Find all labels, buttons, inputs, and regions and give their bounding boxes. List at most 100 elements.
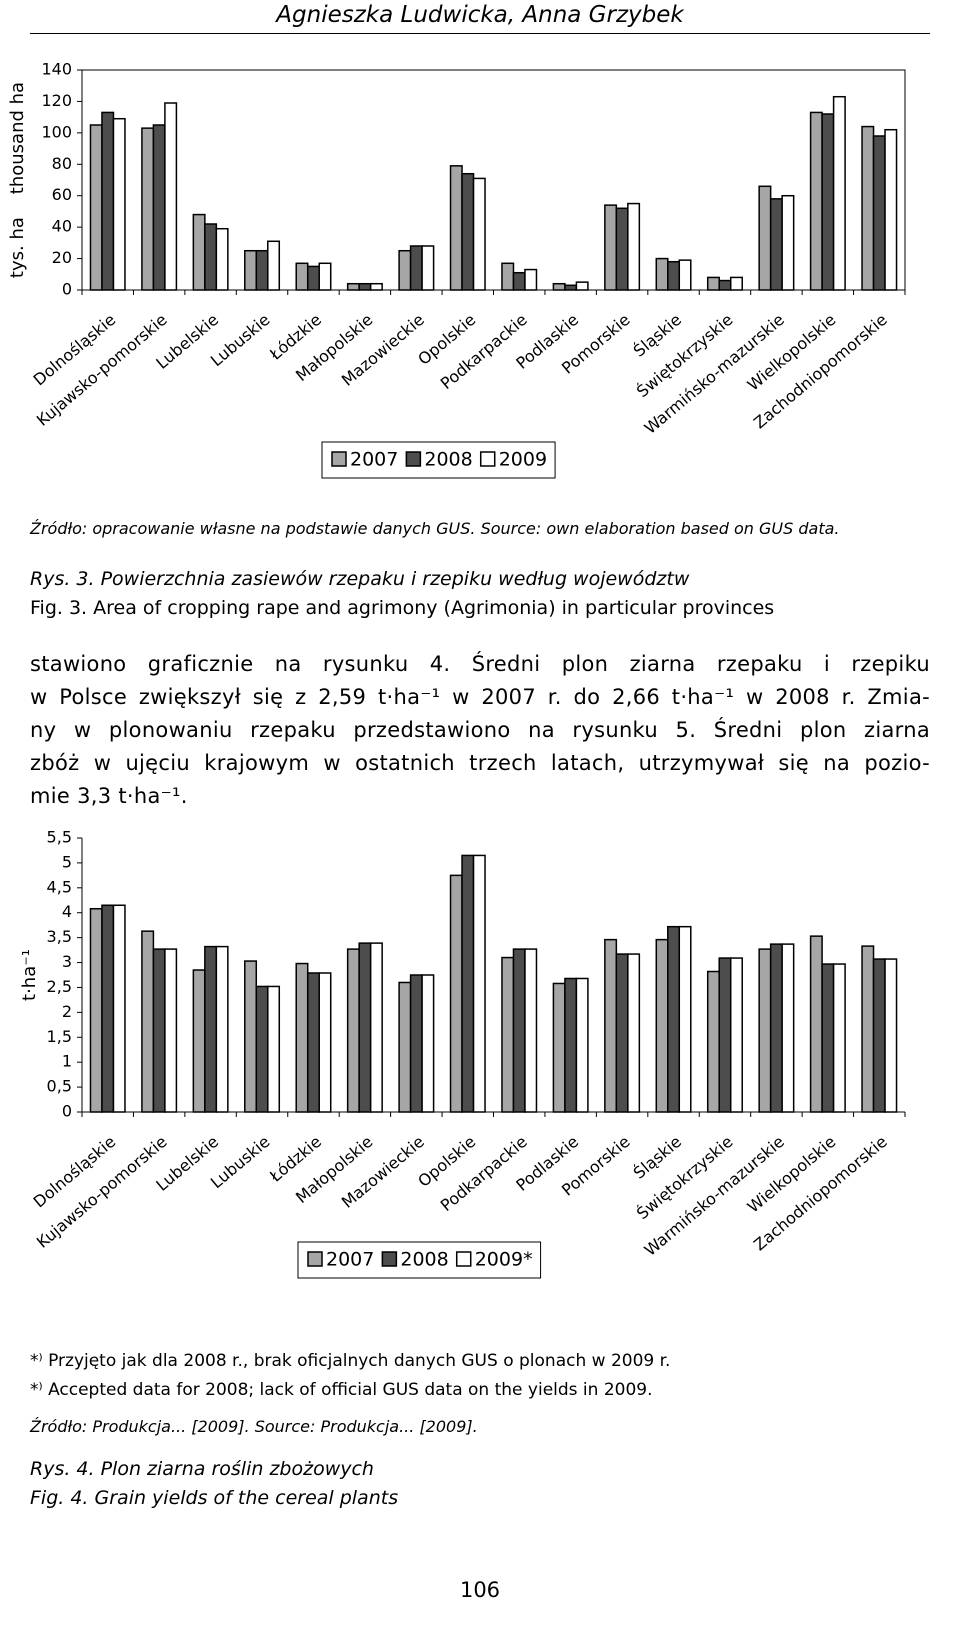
legend-label: 2008 — [400, 1249, 448, 1271]
caption-en: Fig. 3. Area of cropping rape and agrimo… — [30, 597, 775, 619]
y-axis-label: tys. ha thousand ha — [7, 82, 28, 278]
bar — [575, 977, 589, 1113]
bar — [398, 249, 412, 291]
y-tick-label: 140 — [41, 60, 72, 79]
y-tick-label: 120 — [41, 91, 72, 110]
bar — [192, 969, 206, 1113]
bar — [461, 172, 475, 291]
bar — [832, 95, 846, 291]
bar — [318, 262, 332, 291]
legend-label: 2009* — [475, 1249, 533, 1271]
bar — [758, 948, 772, 1113]
y-tick-label: 1 — [62, 1052, 72, 1071]
bar — [832, 963, 846, 1113]
legend-label: 2008 — [424, 449, 472, 471]
y-tick-label: 100 — [41, 122, 72, 141]
legend-swatch — [405, 451, 422, 467]
y-tick-label: 60 — [52, 185, 72, 204]
bar — [318, 972, 332, 1113]
bar — [781, 194, 795, 291]
bar — [112, 904, 126, 1113]
y-tick-label: 3 — [62, 952, 72, 971]
bar — [152, 948, 166, 1113]
bar — [346, 282, 360, 291]
bar — [409, 974, 423, 1113]
bar — [809, 111, 823, 291]
bar — [884, 128, 898, 291]
bar — [204, 945, 218, 1113]
bar — [872, 958, 886, 1113]
text-line: zbóż w ujęciu krajowym w ostatnich trzec… — [30, 751, 930, 775]
bar — [706, 970, 720, 1113]
bar — [627, 202, 641, 291]
bar — [512, 271, 526, 291]
bar — [552, 982, 566, 1113]
bar — [769, 198, 783, 291]
bar — [267, 240, 281, 291]
bar — [369, 282, 383, 291]
bar — [141, 930, 155, 1113]
header-rule — [30, 33, 930, 34]
legend-swatch — [381, 1251, 398, 1267]
bar — [472, 854, 486, 1113]
bar — [449, 165, 463, 291]
bar — [152, 124, 166, 291]
bar — [461, 854, 475, 1113]
bar — [501, 262, 515, 291]
bar — [718, 279, 732, 291]
bar — [112, 117, 126, 291]
bar — [255, 985, 269, 1113]
bar — [615, 953, 629, 1113]
caption-pl: Rys. 3. Powierzchnia zasiewów rzepaku i … — [30, 568, 690, 590]
bar — [884, 958, 898, 1113]
bar — [267, 985, 281, 1113]
y-tick-label: 0,5 — [47, 1077, 72, 1096]
bar — [678, 925, 692, 1113]
text-line: mie 3,3 t·ha⁻¹. — [30, 784, 188, 808]
bar — [192, 213, 206, 291]
bar — [758, 185, 772, 291]
y-tick-label: 80 — [52, 154, 72, 173]
bar — [215, 227, 229, 291]
bar — [861, 945, 875, 1113]
bar — [564, 977, 578, 1113]
caption-en: Fig. 4. Grain yields of the cereal plant… — [30, 1487, 399, 1509]
note: *⁾ Przyjęto jak dla 2008 r., brak oficja… — [30, 1351, 671, 1371]
bar — [358, 942, 372, 1113]
bar — [781, 943, 795, 1113]
legend-label: 2007 — [326, 1249, 374, 1271]
bar — [501, 956, 515, 1113]
source: Źródło: Produkcja... [2009]. Source: Pro… — [30, 1417, 478, 1436]
bar — [164, 948, 178, 1113]
bar — [255, 249, 269, 291]
y-tick-label: 4,5 — [47, 877, 72, 896]
bar — [729, 276, 743, 291]
bar — [604, 938, 618, 1113]
y-tick-label: 20 — [52, 248, 72, 267]
bar — [729, 957, 743, 1113]
y-tick-label: 5,5 — [47, 828, 72, 847]
bar — [524, 268, 538, 291]
y-tick-label: 3,5 — [47, 927, 72, 946]
caption-pl: Rys. 4. Plon ziarna roślin zbożowych — [30, 1458, 374, 1480]
y-tick-label: 0 — [62, 1102, 72, 1121]
bar — [706, 276, 720, 291]
bar — [306, 265, 320, 291]
bar — [101, 111, 115, 291]
bar — [101, 904, 115, 1113]
y-tick-label: 0 — [62, 280, 72, 299]
bar — [244, 249, 258, 291]
bar — [244, 960, 258, 1113]
bar — [306, 972, 320, 1113]
bar — [872, 135, 886, 291]
y-tick-label: 5 — [62, 852, 72, 871]
bar — [769, 943, 783, 1113]
y-axis-label: t·ha⁻¹ — [19, 949, 40, 1001]
bar — [409, 245, 423, 291]
bar — [667, 925, 681, 1113]
bar — [552, 282, 566, 291]
bar — [678, 259, 692, 291]
bar — [89, 124, 103, 291]
bar — [421, 245, 435, 291]
